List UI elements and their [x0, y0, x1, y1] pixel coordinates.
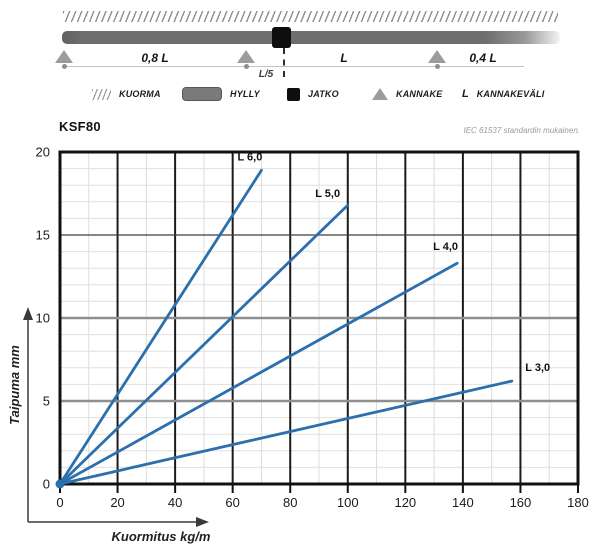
- svg-text:60: 60: [225, 495, 239, 510]
- legend-item-hylly: HYLLY: [182, 86, 260, 102]
- x-axis-label: Kuormitus kg/m: [111, 529, 211, 544]
- legend-item-kuorma: KUORMA: [92, 86, 161, 102]
- span-label-right: 0,4 L: [469, 51, 497, 65]
- joint-offset-label: L/5: [258, 69, 274, 80]
- dimension-dot-icon: [244, 64, 249, 69]
- legend-item-kannake: KANNAKE: [372, 86, 442, 102]
- jatko-joint-icon: [287, 87, 300, 101]
- legend-item-kannakevali: L KANNAKEVÄLI: [462, 86, 544, 102]
- page-title: KSF80: [59, 119, 101, 134]
- dimension-dot-icon: [62, 64, 67, 69]
- shelf-beam: [62, 31, 560, 44]
- y-axis-label: Taipuma mm: [7, 345, 22, 425]
- svg-text:160: 160: [510, 495, 532, 510]
- dimension-dot-icon: [435, 64, 440, 69]
- svg-text:120: 120: [394, 495, 416, 510]
- kannakevali-symbol: L: [462, 88, 469, 100]
- svg-text:100: 100: [337, 495, 359, 510]
- dimension-baseline: [62, 66, 524, 67]
- svg-text:40: 40: [168, 495, 182, 510]
- svg-text:80: 80: [283, 495, 297, 510]
- hylly-beam-icon: [182, 87, 222, 101]
- svg-text:10: 10: [36, 311, 50, 326]
- joint-dashed-line: [283, 48, 285, 77]
- kuorma-hatch-icon: [92, 88, 111, 100]
- support-triangle-icon: [428, 50, 446, 63]
- svg-text:20: 20: [110, 495, 124, 510]
- legend-label: JATKO: [308, 89, 339, 99]
- joint-square-icon: [272, 27, 291, 48]
- kannake-triangle-icon: [372, 88, 388, 100]
- deflection-plot: 0 20 40 60 80 100 120 140 160 180 0 5 10 15 20 L 6,0 L 5…: [36, 145, 589, 511]
- legend-label: HYLLY: [230, 89, 260, 99]
- legend-label: KUORMA: [119, 89, 161, 99]
- span-label-left: 0,8 L: [141, 51, 169, 65]
- svg-text:140: 140: [452, 495, 474, 510]
- standard-note: IEC 61537 standardin mukainen.: [463, 126, 580, 135]
- svg-text:180: 180: [567, 495, 589, 510]
- svg-text:15: 15: [36, 228, 50, 243]
- load-hatch-icon: [63, 11, 558, 22]
- legend-label: KANNAKEVÄLI: [476, 89, 545, 99]
- span-label-middle: L: [340, 51, 348, 65]
- svg-text:5: 5: [43, 394, 50, 409]
- support-triangle-icon: [237, 50, 255, 63]
- svg-text:0: 0: [56, 495, 63, 510]
- axis-arrow-icon: [23, 307, 209, 527]
- legend-item-jatko: JATKO: [287, 86, 339, 102]
- support-triangle-icon: [55, 50, 73, 63]
- svg-text:L 5,0: L 5,0: [315, 188, 340, 200]
- svg-text:0: 0: [43, 477, 50, 492]
- svg-text:20: 20: [36, 145, 50, 160]
- legend-label: KANNAKE: [396, 89, 443, 99]
- svg-text:L 4,0: L 4,0: [433, 241, 458, 253]
- svg-text:L 6,0: L 6,0: [237, 151, 262, 163]
- svg-text:L 3,0: L 3,0: [525, 362, 550, 374]
